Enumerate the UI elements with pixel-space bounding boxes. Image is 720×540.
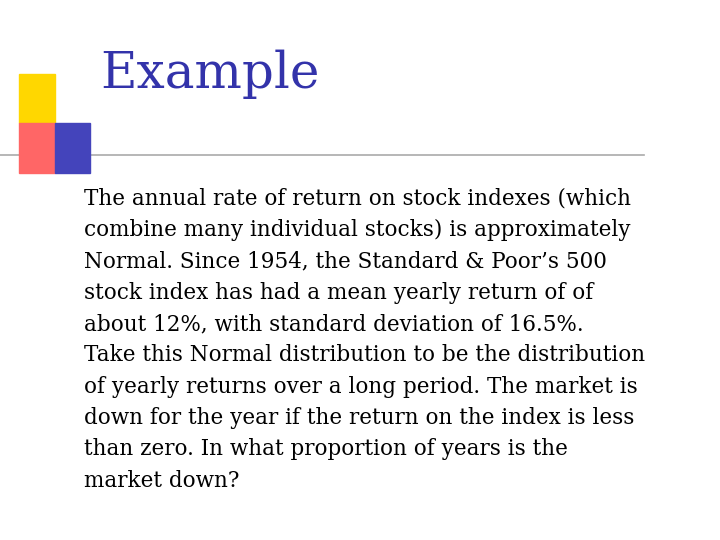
Bar (19, 74, 55, 123)
Text: The annual rate of return on stock indexes (which
combine many individual stocks: The annual rate of return on stock index… (84, 187, 645, 492)
Text: Example: Example (100, 49, 320, 99)
Bar (19, 123, 55, 173)
Bar (55, 123, 90, 173)
